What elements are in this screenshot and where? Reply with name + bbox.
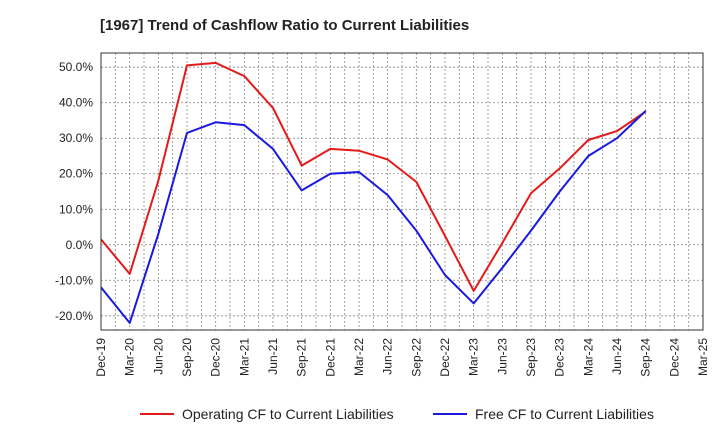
x-tick-label: Mar-24 bbox=[581, 338, 595, 376]
series-group bbox=[100, 61, 647, 324]
x-tick-label: Dec-22 bbox=[438, 338, 452, 377]
y-tick-label: 0.0% bbox=[66, 238, 94, 252]
y-tick-label: 10.0% bbox=[59, 202, 93, 216]
x-tick-label: Mar-23 bbox=[467, 338, 481, 376]
legend-label-1: Operating CF to Current Liabilities bbox=[182, 406, 394, 422]
y-tick-label: 30.0% bbox=[59, 131, 93, 145]
x-tick-label: Dec-20 bbox=[209, 338, 223, 377]
x-tick-label: Jun-20 bbox=[151, 338, 165, 375]
chart-title: [1967] Trend of Cashflow Ratio to Curren… bbox=[100, 17, 469, 34]
x-tick-label: Dec-19 bbox=[94, 338, 108, 377]
legend: Operating CF to Current Liabilities Free … bbox=[140, 406, 654, 422]
x-tick-label: Mar-22 bbox=[352, 338, 366, 376]
x-tick-label: Dec-21 bbox=[323, 338, 337, 377]
series-line-2 bbox=[100, 110, 647, 324]
x-tick-label: Mar-21 bbox=[237, 338, 251, 376]
x-tick-label: Jun-24 bbox=[610, 338, 624, 375]
x-tick-label: Sep-20 bbox=[180, 338, 194, 377]
y-tick-label: -10.0% bbox=[55, 273, 93, 287]
y-tick-label: -20.0% bbox=[55, 309, 93, 323]
x-tick-label: Sep-24 bbox=[639, 338, 653, 377]
grid bbox=[100, 53, 704, 330]
x-tick-label: Jun-23 bbox=[495, 338, 509, 375]
y-tick-label: 40.0% bbox=[59, 96, 93, 110]
x-tick-label: Dec-23 bbox=[553, 338, 567, 377]
series-line-1 bbox=[100, 61, 647, 292]
legend-label-2: Free CF to Current Liabilities bbox=[475, 406, 654, 422]
y-tick-label: 50.0% bbox=[59, 60, 93, 74]
y-tick-label: 20.0% bbox=[59, 167, 93, 181]
x-tick-label: Sep-23 bbox=[524, 338, 538, 377]
plot-area bbox=[100, 52, 704, 331]
x-tick-label: Jun-22 bbox=[381, 338, 395, 375]
x-axis: Dec-19 Mar-20 Jun-20 Sep-20 Dec-20 Mar-21 Jun-… bbox=[94, 338, 710, 377]
y-axis: -20.0% -10.0% 0.0% 10.0% 20.0% 30.0% 40.0% 50.0… bbox=[55, 60, 93, 323]
x-tick-label: Mar-25 bbox=[696, 338, 710, 376]
x-tick-label: Dec-24 bbox=[667, 338, 681, 377]
x-tick-label: Mar-20 bbox=[123, 338, 137, 376]
x-tick-label: Sep-21 bbox=[295, 338, 309, 377]
x-tick-label: Sep-22 bbox=[409, 338, 423, 377]
x-tick-label: Jun-21 bbox=[266, 338, 280, 375]
